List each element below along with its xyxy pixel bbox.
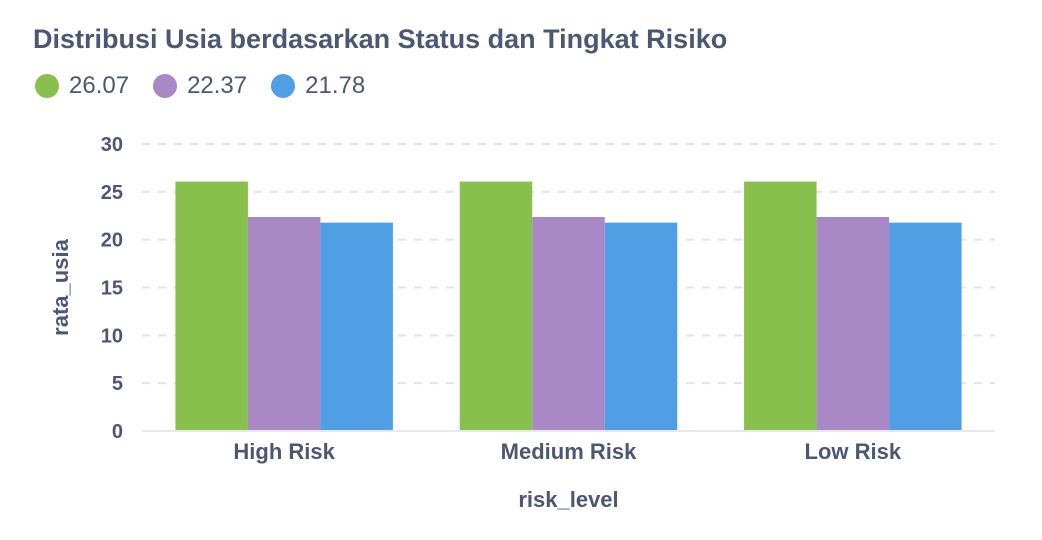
bar-3[interactable] [889, 222, 962, 431]
x-axis-label: risk_level [518, 487, 618, 512]
x-tick-label: Medium Risk [501, 439, 637, 464]
y-axis-ticks: 0 5 10 15 20 25 30 [101, 134, 123, 443]
x-axis-ticks: High Risk Medium Risk Low Risk [233, 439, 901, 464]
y-tick-label: 5 [112, 373, 123, 395]
legend-label-series-3: 21.78 [305, 72, 366, 99]
bar-1[interactable] [459, 181, 533, 431]
y-tick-label: 20 [101, 230, 123, 252]
legend-item-series-2[interactable]: 22.37 [153, 72, 247, 100]
bar-3[interactable] [320, 222, 393, 431]
legend-item-series-3[interactable]: 21.78 [271, 72, 365, 100]
legend-label-series-2: 22.37 [187, 72, 248, 99]
legend-dot-series-1 [35, 74, 59, 98]
bar-2[interactable] [247, 216, 321, 431]
y-tick-label: 30 [101, 134, 123, 156]
legend: 26.07 22.37 21.78 [35, 72, 389, 100]
legend-dot-series-2 [153, 74, 178, 98]
legend-label-series-1: 26.07 [69, 72, 130, 99]
bar-1[interactable] [744, 181, 817, 431]
x-tick-label: High Risk [233, 439, 335, 464]
legend-dot-series-3 [271, 74, 296, 98]
y-tick-label: 15 [101, 278, 123, 300]
chart-title: Distribusi Usia berdasarkan Status dan T… [33, 24, 728, 54]
y-axis-label: rata_usia [48, 238, 73, 335]
bar-1[interactable] [175, 181, 248, 431]
bar-2[interactable] [532, 216, 605, 431]
y-tick-label: 0 [112, 421, 123, 443]
y-tick-label: 25 [101, 182, 123, 204]
bars [175, 181, 962, 431]
x-tick-label: Low Risk [805, 439, 902, 464]
y-tick-label: 10 [101, 325, 123, 347]
legend-item-series-1[interactable]: 26.07 [35, 72, 129, 100]
bar-3[interactable] [604, 222, 678, 431]
bar-2[interactable] [816, 216, 890, 431]
